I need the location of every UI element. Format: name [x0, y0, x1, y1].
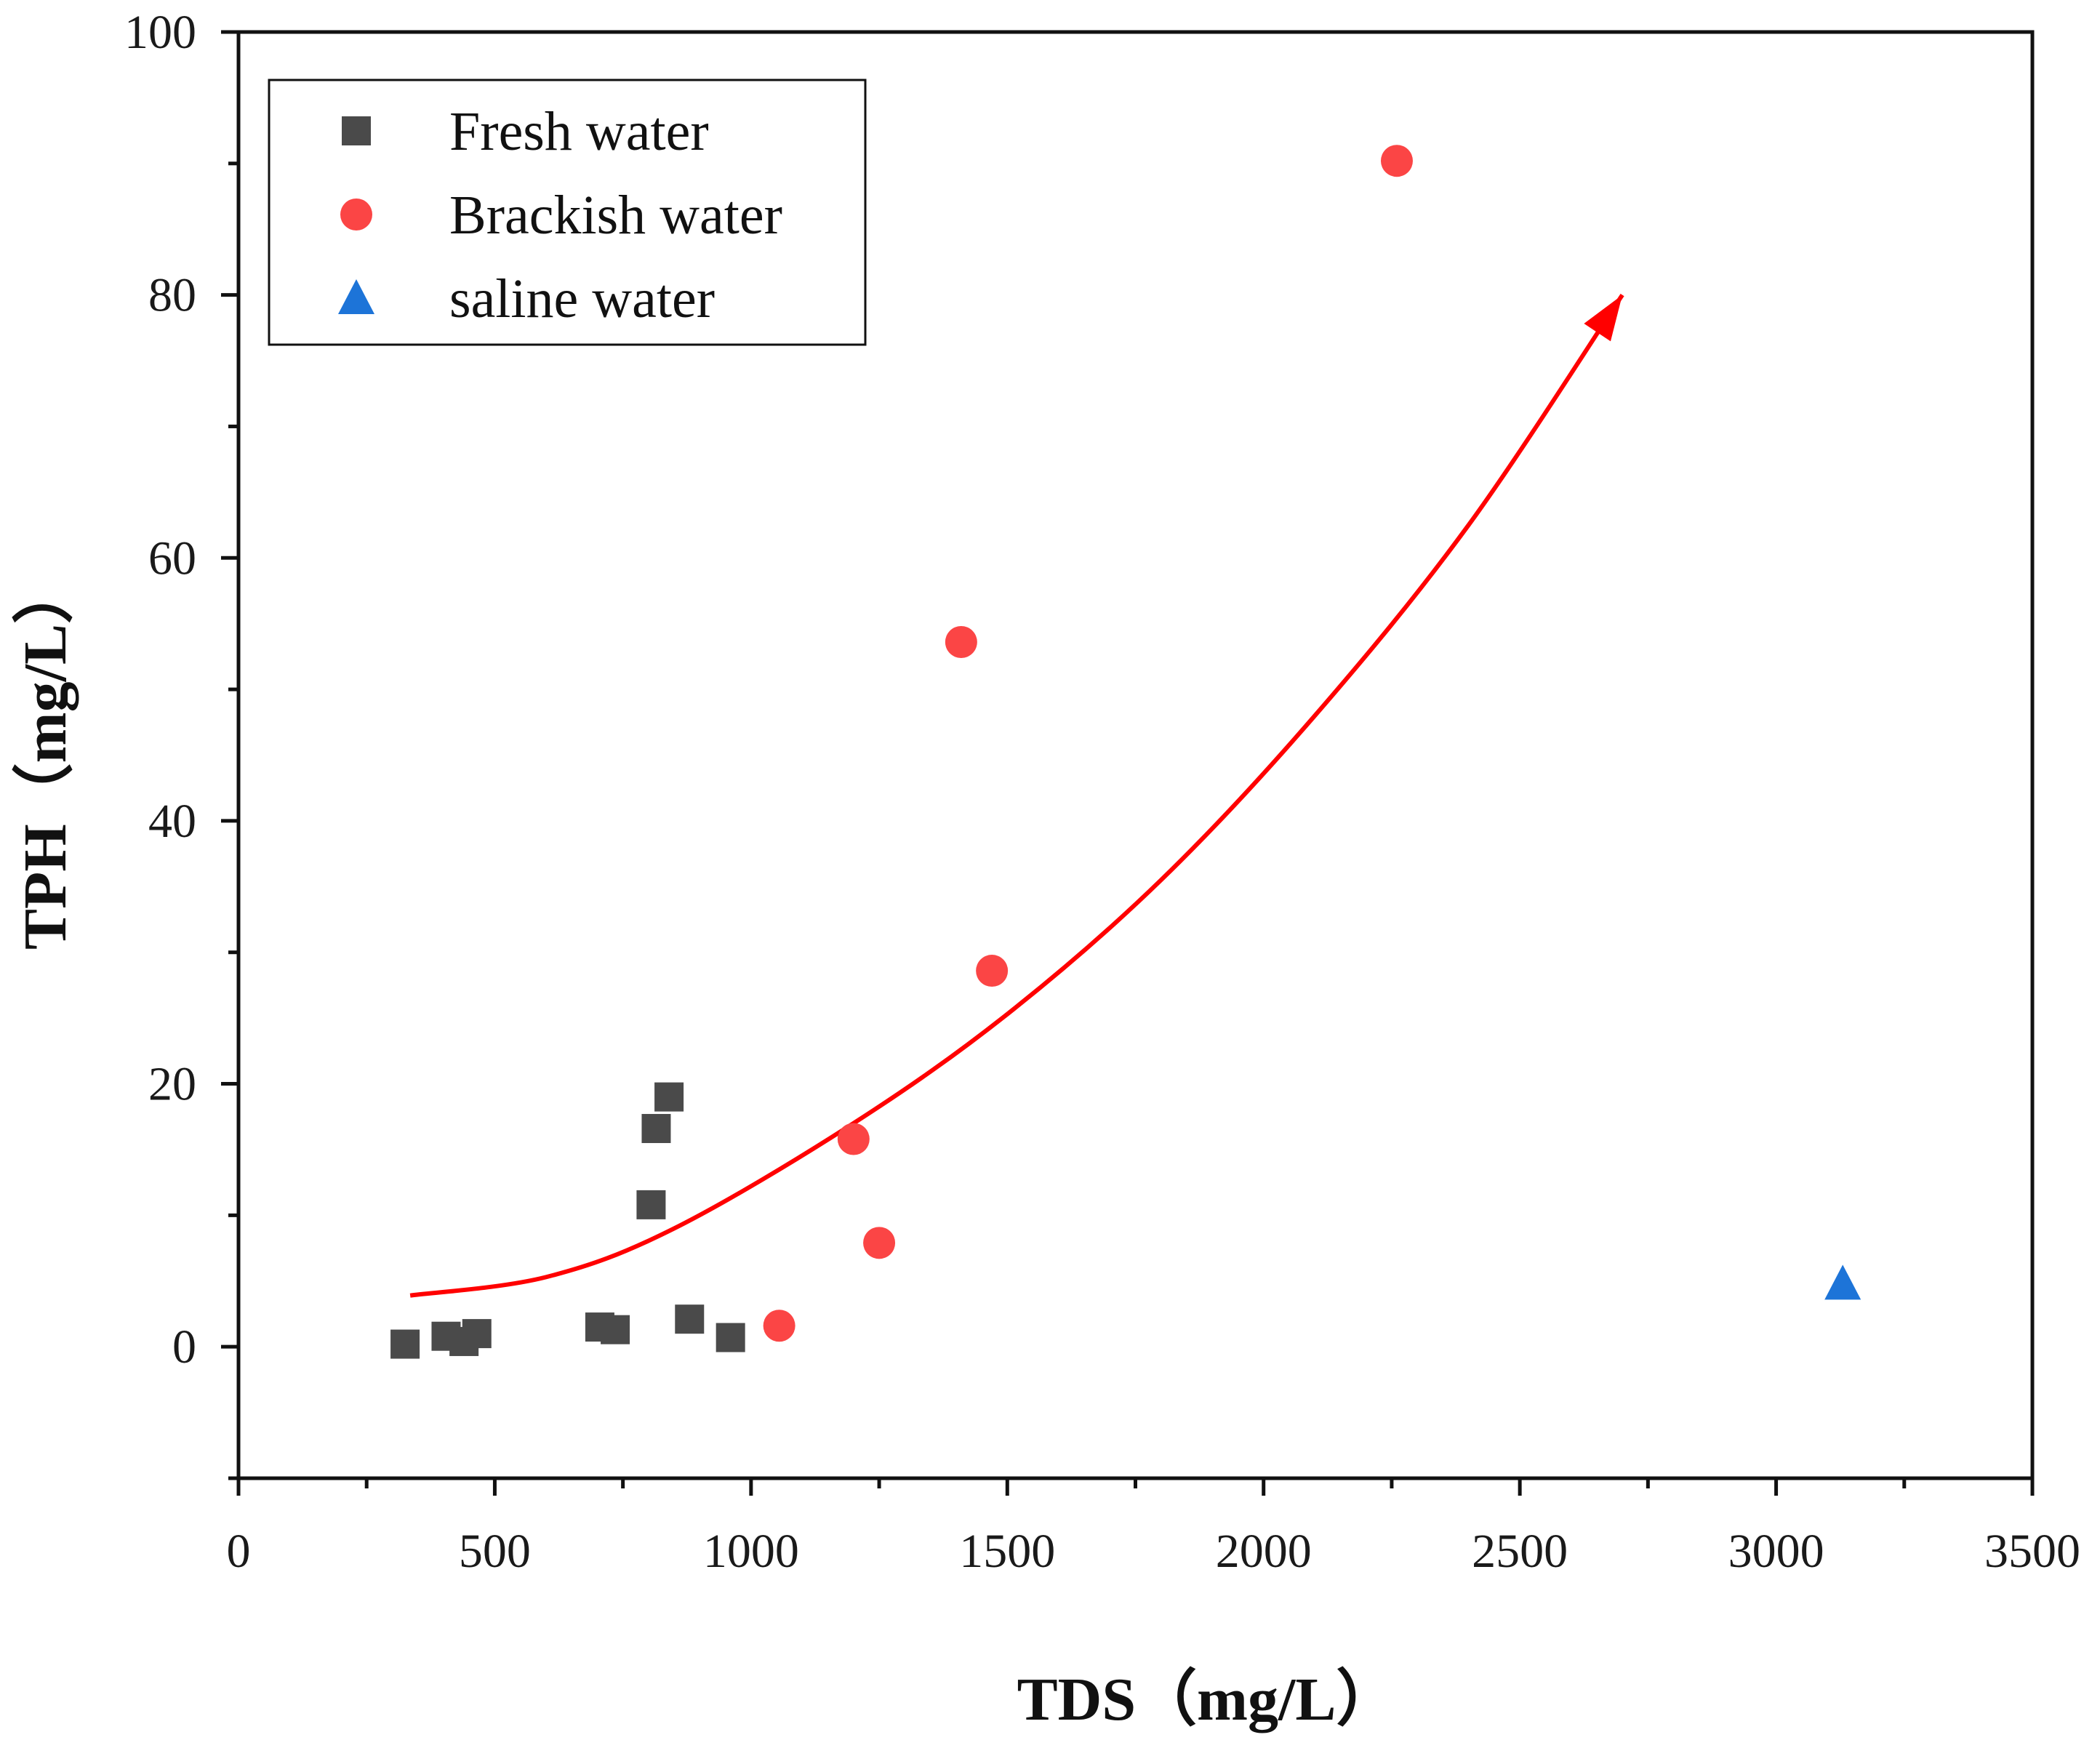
brackish-water-point: Brackish water: (1055, 1.6): [763, 1310, 795, 1342]
x-tick-label: 500: [459, 1525, 531, 1578]
y-tick-label: 20: [148, 1058, 196, 1111]
y-tick-label: 80: [148, 269, 196, 322]
legend-saline-water-marker: [338, 279, 374, 314]
brackish-water-point: Brackish water: (1410, 53.6): [945, 625, 977, 658]
legend-brackish-water-marker: [340, 199, 372, 230]
y-tick-label: 100: [124, 6, 196, 59]
y-tick-label: 0: [172, 1320, 196, 1374]
fresh-water-point: Fresh water: (465, 1): [462, 1319, 492, 1349]
fresh-water-point: Fresh water: (815, 16.6): [641, 1114, 671, 1144]
brackish-water-point: Brackish water: (2260, 90.2): [1380, 145, 1413, 177]
trend-arrow-head: [1584, 294, 1623, 342]
brackish-water-point: Brackish water: (1250, 7.9): [863, 1227, 896, 1259]
fresh-water-point: Fresh water: (325, 0.2): [390, 1329, 420, 1359]
saline-water-point: saline water: (3130, 4.8): [1824, 1264, 1861, 1300]
legend-saline-water-label: saline water: [449, 268, 715, 329]
trend-line: [409, 293, 1624, 1298]
legend-fresh-water-label: Fresh water: [449, 101, 709, 162]
brackish-water-point: Brackish water: (1470, 28.6): [976, 955, 1009, 987]
x-axis-title: TDS（mg/L）: [1017, 1666, 1398, 1733]
fresh-water-point: Fresh water: (735, 1.3): [601, 1315, 630, 1344]
y-axis-title: TPH（mg/L）: [12, 563, 79, 950]
fresh-water-point: Fresh water: (840, 19): [654, 1082, 684, 1112]
x-tick-label: 0: [227, 1525, 251, 1578]
brackish-water-point: Brackish water: (1200, 15.8): [837, 1123, 870, 1155]
y-tick-label: 40: [148, 795, 196, 848]
fresh-water-point: Fresh water: (805, 10.8): [636, 1190, 666, 1219]
fresh-water-point: Fresh water: (880, 2.1): [675, 1304, 705, 1334]
x-tick-label: 3500: [1984, 1525, 2080, 1578]
fresh-water-point: Fresh water: (960, 0.7): [716, 1323, 745, 1352]
x-tick-label: 2000: [1216, 1525, 1312, 1578]
legend-brackish-water-label: Brackish water: [449, 185, 782, 246]
x-tick-label: 2500: [1472, 1525, 1568, 1578]
legend-fresh-water-marker: [342, 116, 371, 145]
x-tick-label: 1500: [959, 1525, 1055, 1578]
y-tick-label: 60: [148, 532, 196, 585]
x-tick-label: 3000: [1728, 1525, 1824, 1578]
x-tick-label: 1000: [703, 1525, 799, 1578]
